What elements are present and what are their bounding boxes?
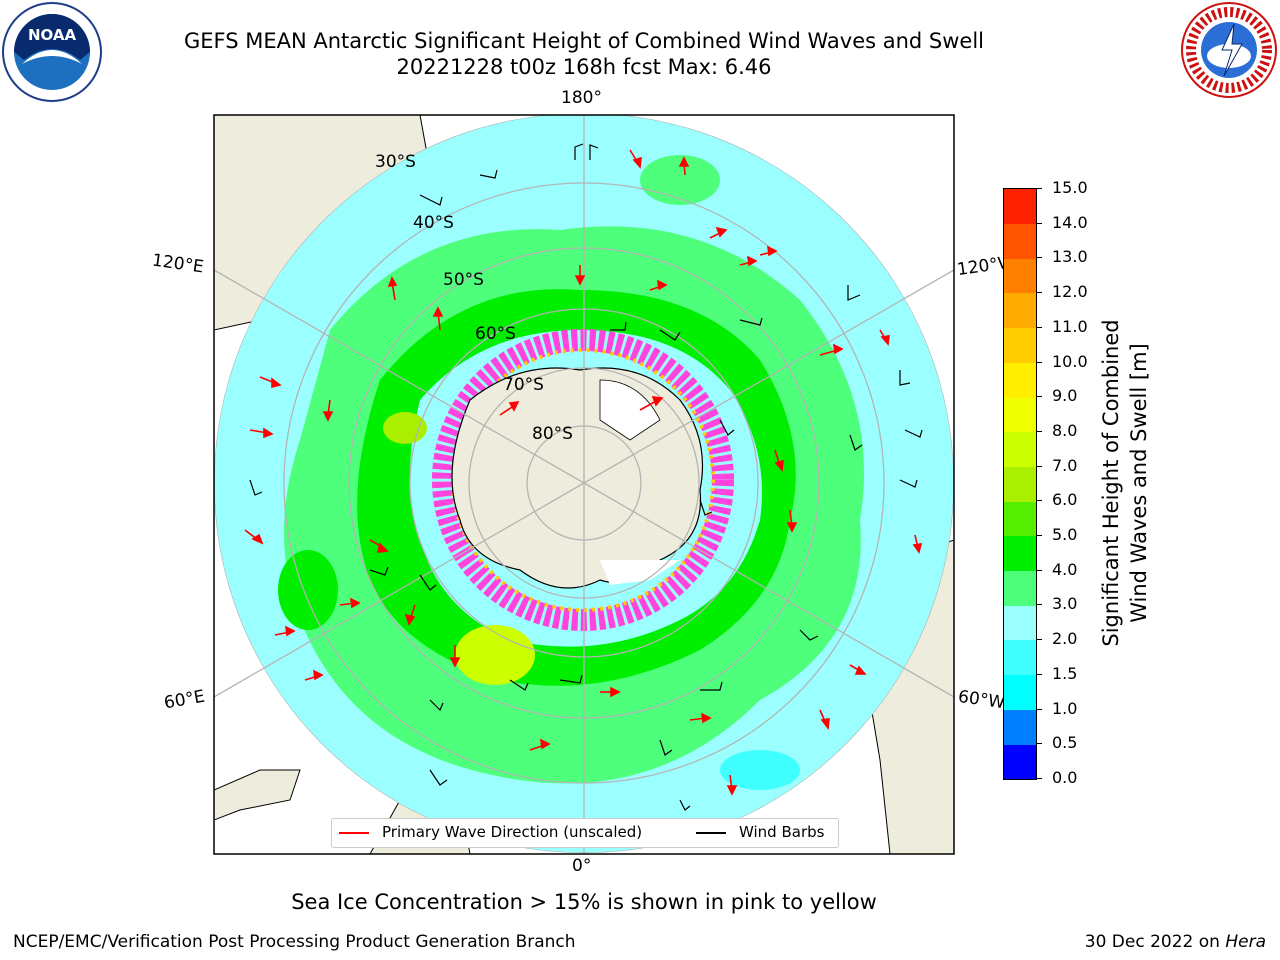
colorbar-segment (1004, 327, 1036, 363)
wave-direction-arrows (244, 149, 923, 796)
land-africa (214, 769, 301, 821)
colorbar-tick-mark (1036, 500, 1042, 502)
colorbar-tick-label: 8.0 (1052, 420, 1078, 440)
colorbar-tick-mark (1036, 361, 1042, 363)
lat-label-80s: 80°S (532, 424, 573, 444)
chart-subtitle: 20221228 t00z 168h fcst Max: 6.46 (396, 55, 772, 79)
colorbar-tick-mark (1036, 326, 1042, 328)
colorbar-tick-label: 1.0 (1052, 698, 1078, 718)
footer-branch: NCEP/EMC/Verification Post Processing Pr… (13, 932, 576, 952)
colorbar-tick-label: 11.0 (1052, 316, 1088, 336)
colorbar-segment (1004, 397, 1036, 433)
colorbar-segment (1004, 605, 1036, 641)
svg-text:NOAA: NOAA (28, 26, 77, 44)
colorbar-tick-label: 6.0 (1052, 490, 1078, 510)
colorbar-segment (1004, 431, 1036, 467)
colorbar-tick-mark (1036, 396, 1042, 398)
colorbar-tick-mark (1036, 778, 1042, 779)
colorbar (1003, 188, 1037, 780)
colorbar-tick-label: 13.0 (1052, 247, 1088, 267)
colorbar-segment (1004, 189, 1036, 224)
colorbar-tick-mark (1036, 430, 1042, 432)
colorbar-tick-label: 10.0 (1052, 351, 1088, 371)
colorbar-segment (1004, 570, 1036, 606)
colorbar-tick-label: 0.5 (1052, 733, 1078, 753)
colorbar-tick-mark (1036, 673, 1042, 675)
sea-ice-caption: Sea Ice Concentration > 15% is shown in … (291, 890, 877, 914)
wind-barbs (249, 143, 923, 811)
colorbar-tick-label: 5.0 (1052, 525, 1078, 545)
colorbar-segment (1004, 674, 1036, 710)
colorbar-tick-mark (1036, 708, 1042, 710)
colorbar-tick-mark (1036, 222, 1042, 224)
colorbar-segment (1004, 501, 1036, 537)
colorbar-segment (1004, 293, 1036, 329)
colorbar-tick-label: 9.0 (1052, 386, 1078, 406)
colorbar-tick-mark (1036, 257, 1042, 259)
footer-date: 30 Dec 2022 on Hera (1085, 932, 1266, 952)
lat-label-60s: 60°S (475, 324, 516, 344)
colorbar-tick-label: 15.0 (1052, 178, 1088, 197)
colorbar-segment (1004, 258, 1036, 294)
colorbar-segment (1004, 536, 1036, 572)
colorbar-tick-mark (1036, 743, 1042, 745)
colorbar-tick-mark (1036, 465, 1042, 467)
colorbar-tick-label: 1.5 (1052, 663, 1078, 683)
lat-label-30s: 30°S (375, 152, 416, 172)
colorbar-tick-label: 7.0 (1052, 455, 1078, 475)
colorbar-segment (1004, 223, 1036, 259)
colorbar-tick-label: 0.0 (1052, 768, 1078, 787)
lon-label-0: 0° (572, 856, 592, 876)
legend-wave-line (339, 832, 369, 834)
sea-ice-ring (432, 329, 734, 631)
colorbar-tick-mark (1036, 292, 1042, 294)
colorbar-segment (1004, 709, 1036, 745)
colorbar-segment (1004, 362, 1036, 398)
lat-label-50s: 50°S (443, 270, 484, 290)
colorbar-tick-label: 2.0 (1052, 629, 1078, 649)
colorbar-label-line2: Wind Waves and Swell [m] (1127, 343, 1151, 623)
colorbar-tick-mark (1036, 188, 1042, 189)
wave-max-blob (455, 625, 535, 685)
colorbar-tick-label: 14.0 (1052, 212, 1088, 232)
colorbar-tick-mark (1036, 569, 1042, 571)
footer-date-text: 30 Dec 2022 on (1084, 932, 1226, 952)
legend-wave-label: Primary Wave Direction (unscaled) (382, 823, 643, 841)
lat-label-70s: 70°S (503, 375, 544, 395)
colorbar-tick-label: 4.0 (1052, 559, 1078, 579)
noaa-logo: NOAA (0, 0, 104, 104)
colorbar-tick-mark (1036, 604, 1042, 606)
colorbar-segment (1004, 744, 1036, 780)
nws-logo (1178, 0, 1280, 100)
colorbar-tick-label: 3.0 (1052, 594, 1078, 614)
legend-wind-line (696, 832, 726, 834)
colorbar-tick-mark (1036, 535, 1042, 537)
colorbar-tick-label: 12.0 (1052, 282, 1088, 302)
footer-machine: Hera (1225, 932, 1266, 952)
colorbar-tick-mark (1036, 639, 1042, 641)
colorbar-segment (1004, 466, 1036, 502)
colorbar-segment (1004, 640, 1036, 676)
map-legend: Primary Wave Direction (unscaled) Wind B… (331, 818, 839, 848)
chart-title: GEFS MEAN Antarctic Significant Height o… (183, 29, 985, 53)
lon-label-180: 180° (561, 88, 602, 108)
colorbar-label-line1: Significant Height of Combined (1099, 319, 1123, 647)
legend-wind-label: Wind Barbs (739, 823, 825, 841)
lat-label-40s: 40°S (413, 213, 454, 233)
